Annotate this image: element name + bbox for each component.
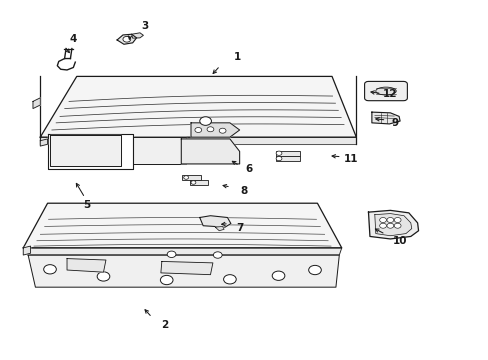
Polygon shape <box>40 76 356 137</box>
Text: 10: 10 <box>392 236 407 246</box>
Circle shape <box>272 271 285 280</box>
Bar <box>276 157 300 161</box>
Polygon shape <box>50 135 120 166</box>
Text: 5: 5 <box>82 200 90 210</box>
Circle shape <box>379 223 386 228</box>
Polygon shape <box>23 248 341 255</box>
Ellipse shape <box>375 87 395 95</box>
Polygon shape <box>40 137 356 144</box>
Text: 4: 4 <box>69 34 77 44</box>
Polygon shape <box>181 139 239 164</box>
Circle shape <box>200 117 211 125</box>
Circle shape <box>223 275 236 284</box>
Polygon shape <box>368 210 418 239</box>
Circle shape <box>386 217 393 222</box>
Text: 3: 3 <box>141 21 148 31</box>
Polygon shape <box>40 139 47 146</box>
Polygon shape <box>200 216 230 227</box>
Circle shape <box>195 127 201 132</box>
Circle shape <box>276 157 282 161</box>
Text: 12: 12 <box>382 89 397 99</box>
Polygon shape <box>371 112 399 124</box>
FancyBboxPatch shape <box>364 81 407 101</box>
Bar <box>182 175 201 180</box>
Text: 1: 1 <box>233 52 240 62</box>
Text: 11: 11 <box>344 154 358 163</box>
Polygon shape <box>28 255 339 287</box>
Polygon shape <box>67 258 106 272</box>
Text: 7: 7 <box>236 223 243 233</box>
Circle shape <box>183 176 188 179</box>
Polygon shape <box>131 33 143 38</box>
Polygon shape <box>132 137 186 164</box>
Text: 6: 6 <box>245 164 252 174</box>
Circle shape <box>386 223 393 228</box>
Circle shape <box>160 275 173 285</box>
Polygon shape <box>47 134 132 169</box>
Circle shape <box>191 181 196 184</box>
Text: 8: 8 <box>241 186 247 196</box>
Circle shape <box>219 128 225 133</box>
Circle shape <box>97 272 110 281</box>
Polygon shape <box>117 34 136 44</box>
Circle shape <box>276 151 282 156</box>
Circle shape <box>167 251 176 257</box>
Circle shape <box>308 265 321 275</box>
Circle shape <box>206 127 213 132</box>
Polygon shape <box>215 226 224 231</box>
Bar <box>189 180 207 185</box>
Bar <box>276 151 300 156</box>
Circle shape <box>379 217 386 222</box>
Text: 2: 2 <box>161 320 167 330</box>
Polygon shape <box>374 213 411 236</box>
Text: 9: 9 <box>391 118 398 128</box>
Polygon shape <box>33 98 40 109</box>
Circle shape <box>122 36 130 42</box>
Circle shape <box>393 217 400 222</box>
Polygon shape <box>161 261 212 275</box>
Circle shape <box>393 223 400 228</box>
Circle shape <box>213 252 222 258</box>
Polygon shape <box>23 246 30 255</box>
Polygon shape <box>23 203 341 248</box>
Polygon shape <box>191 123 239 137</box>
Circle shape <box>43 265 56 274</box>
